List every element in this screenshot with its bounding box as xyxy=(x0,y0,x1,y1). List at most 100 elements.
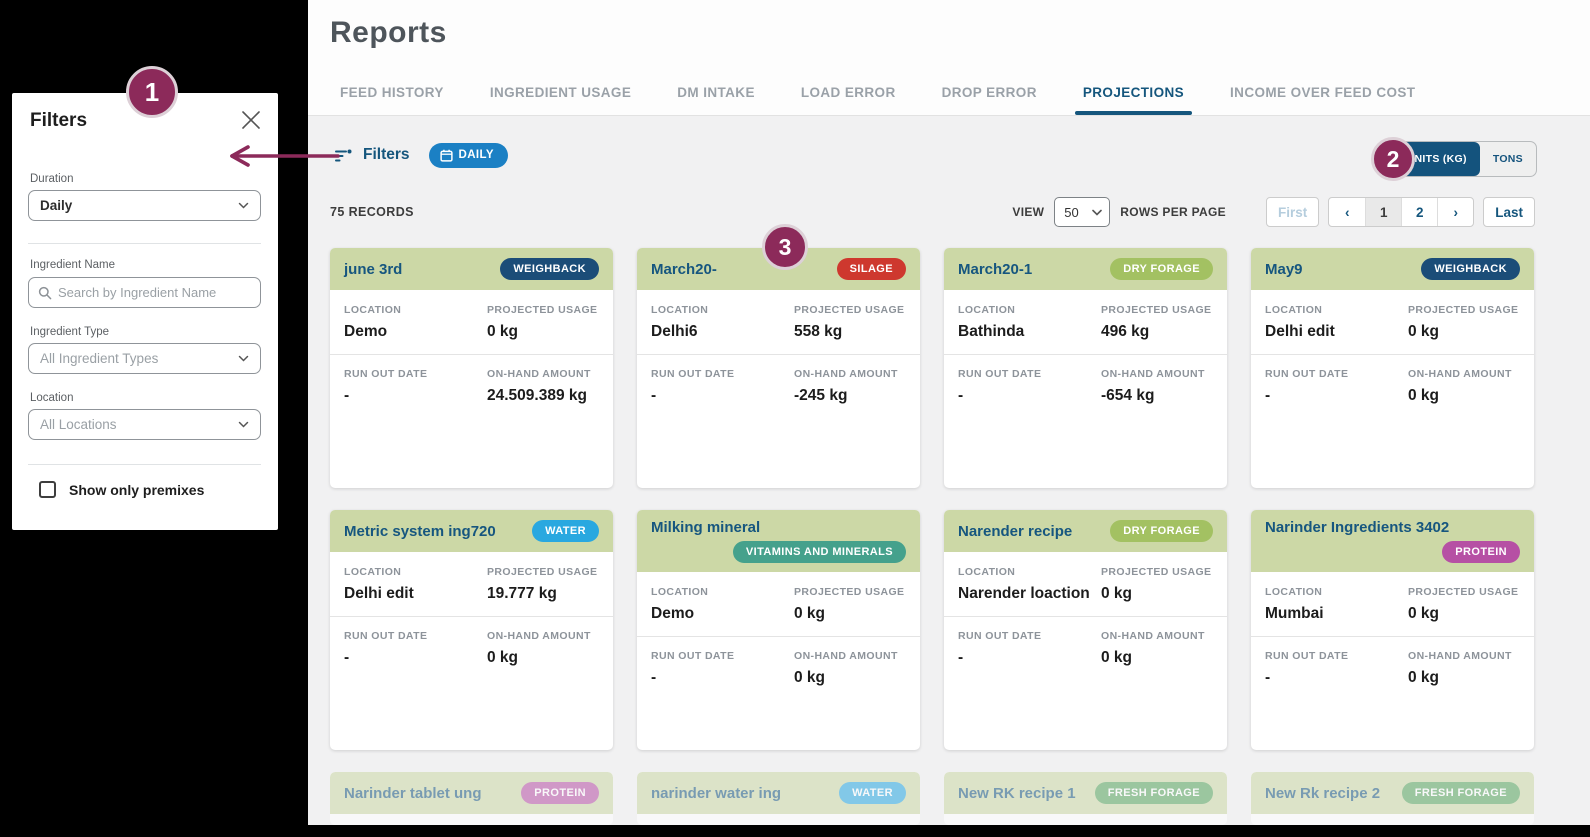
last-page-button[interactable]: Last xyxy=(1483,197,1535,227)
ingredient-card: May9 WEIGHBACK LOCATION Delhi edit PROJE… xyxy=(1251,248,1534,488)
list-controls: VIEW 50 ROWS PER PAGE First ‹ 1 2 › Last xyxy=(1012,197,1535,227)
card-header: Narinder Ingredients 3402 PROTEIN xyxy=(1251,510,1534,572)
divider xyxy=(330,353,613,355)
tab-dm-intake[interactable]: DM INTAKE xyxy=(677,84,755,100)
projected-usage-field-value: 0 kg xyxy=(1408,323,1440,341)
ingredient-card: Milking mineral VITAMINS AND MINERALS LO… xyxy=(637,510,920,750)
page-number-group: ‹ 1 2 › xyxy=(1328,197,1475,227)
divider xyxy=(1251,635,1534,637)
ingredient-type-badge: SILAGE xyxy=(836,258,906,280)
on-hand-amount-field-label: ON-HAND AMOUNT xyxy=(1101,629,1205,642)
page-title: Reports xyxy=(330,16,447,49)
card-bottom-fields: RUN OUT DATE - ON-HAND AMOUNT 0 kg xyxy=(651,649,906,698)
tons-button[interactable]: TONS xyxy=(1492,153,1523,165)
close-icon[interactable] xyxy=(239,108,263,132)
card-header: Metric system ing720 WATER xyxy=(330,510,613,552)
ingredient-card: june 3rd WEIGHBACK LOCATION Demo PROJECT… xyxy=(330,248,613,488)
annotation-arrow-left xyxy=(228,144,340,173)
projected-usage-field-label: PROJECTED USAGE xyxy=(1101,566,1212,578)
location-field: LOCATION Demo xyxy=(651,585,784,624)
records-count: 75 RECORDS xyxy=(330,205,414,219)
projected-usage-field-value: 496 kg xyxy=(1101,323,1150,341)
card-bottom-fields: RUN OUT DATE - ON-HAND AMOUNT 24.509.389… xyxy=(344,367,599,416)
card-title: March20- xyxy=(651,260,717,278)
chevron-down-icon xyxy=(1092,209,1103,216)
on-hand-amount-field-value: 24.509.389 kg xyxy=(487,386,587,404)
run-out-date-field-label: RUN OUT DATE xyxy=(651,649,735,662)
ingredient-name-label: Ingredient Name xyxy=(30,259,116,271)
projected-usage-field-value: 0 kg xyxy=(487,323,519,341)
on-hand-amount-field: ON-HAND AMOUNT -654 kg xyxy=(1101,367,1213,406)
page-1-button[interactable]: 1 xyxy=(1365,198,1402,226)
card-top-fields: LOCATION Delhi edit PROJECTED USAGE 0 kg xyxy=(1265,303,1520,352)
run-out-date-field-label: RUN OUT DATE xyxy=(958,367,1042,380)
tab-projections[interactable]: PROJECTIONS xyxy=(1074,69,1193,115)
tab-load-error[interactable]: LOAD ERROR xyxy=(800,84,896,100)
next-page-button[interactable]: › xyxy=(1437,198,1473,226)
duration-value: Daily xyxy=(40,198,73,213)
on-hand-amount-field: ON-HAND AMOUNT 0 kg xyxy=(487,629,599,668)
page-2-button[interactable]: 2 xyxy=(1401,198,1437,226)
daily-filter-chip[interactable]: DAILY xyxy=(428,142,508,168)
card-top-fields: LOCATION Demo PROJECTED USAGE 0 kg xyxy=(344,303,599,352)
ingredient-type-badge: WEIGHBACK xyxy=(1421,258,1520,280)
on-hand-amount-field-value: -654 kg xyxy=(1101,386,1155,404)
card-bottom-fields: RUN OUT DATE - ON-HAND AMOUNT 0 kg xyxy=(344,629,599,678)
run-out-date-field-label: RUN OUT DATE xyxy=(1265,367,1349,380)
run-out-date-field-value: - xyxy=(1265,386,1271,404)
projection-cards-grid-partial-row: Narinder tablet ung PROTEIN narinder wat… xyxy=(330,772,1534,825)
rows-per-page-select[interactable]: 50 xyxy=(1054,197,1111,227)
card-body: LOCATION Demo PROJECTED USAGE 0 kg RUN O… xyxy=(637,572,920,750)
card-bottom-fields: RUN OUT DATE - ON-HAND AMOUNT 0 kg xyxy=(958,629,1213,678)
search-input[interactable] xyxy=(58,285,251,300)
annotation-step-1-badge: 1 xyxy=(126,66,178,118)
card-top-fields: LOCATION Narender loaction PROJECTED USA… xyxy=(958,565,1213,614)
tab-feed-history[interactable]: FEED HISTORY xyxy=(340,84,444,100)
tab-ingredient-usage[interactable]: INGREDIENT USAGE xyxy=(489,84,632,100)
location-value: All Locations xyxy=(40,417,117,432)
on-hand-amount-field-label: ON-HAND AMOUNT xyxy=(1408,649,1512,662)
show-only-premixes-checkbox[interactable] xyxy=(39,481,56,498)
projected-usage-field-value: 0 kg xyxy=(794,605,826,623)
card-bottom-fields: RUN OUT DATE - ON-HAND AMOUNT -245 kg xyxy=(651,367,906,416)
card-title: March20-1 xyxy=(958,260,1033,278)
ingredient-name-search xyxy=(28,277,261,308)
ingredient-card: Metric system ing720 WATER LOCATION Delh… xyxy=(330,510,613,750)
page-header: Reports FEED HISTORY INGREDIENT USAGE DM… xyxy=(308,0,1590,116)
card-bottom-fields: RUN OUT DATE - ON-HAND AMOUNT 0 kg xyxy=(1265,649,1520,698)
divider xyxy=(28,243,261,244)
on-hand-amount-field-value: -245 kg xyxy=(794,386,848,404)
card-body: LOCATION Demo PROJECTED USAGE 0 kg RUN O… xyxy=(330,290,613,488)
duration-select[interactable]: Daily xyxy=(28,190,261,221)
prev-page-button[interactable]: ‹ xyxy=(1344,204,1350,220)
tab-drop-error[interactable]: DROP ERROR xyxy=(941,84,1037,100)
card-title: Metric system ing720 xyxy=(344,522,496,540)
daily-chip-label: DAILY xyxy=(458,149,494,161)
projected-usage-field-label: PROJECTED USAGE xyxy=(487,304,598,316)
card-title: Milking mineral xyxy=(651,519,761,536)
location-select[interactable]: All Locations xyxy=(28,409,261,440)
filters-toolbar-label[interactable]: Filters xyxy=(363,146,410,163)
on-hand-amount-field-label: ON-HAND AMOUNT xyxy=(487,367,591,380)
card-body: LOCATION Mumbai PROJECTED USAGE 0 kg RUN… xyxy=(1251,572,1534,750)
ingredient-type-badge: FRESH FORAGE xyxy=(1401,782,1520,804)
card-title: New Rk recipe 2 xyxy=(1265,784,1381,802)
divider xyxy=(637,635,920,637)
run-out-date-field: RUN OUT DATE - xyxy=(344,629,477,668)
divider xyxy=(330,615,613,617)
rows-per-page-label: ROWS PER PAGE xyxy=(1120,205,1226,219)
calendar-icon xyxy=(439,149,453,162)
chevron-down-icon xyxy=(238,355,249,362)
show-only-premixes-row: Show only premixes xyxy=(39,481,204,498)
first-page-button[interactable]: First xyxy=(1265,197,1320,227)
ingredient-type-badge: DRY FORAGE xyxy=(1110,520,1213,542)
ingredient-type-badge: WATER xyxy=(532,520,599,542)
projected-usage-field-value: 19.777 kg xyxy=(487,585,557,603)
projected-usage-field-label: PROJECTED USAGE xyxy=(487,566,598,578)
location-field-label: LOCATION xyxy=(1265,586,1323,598)
on-hand-amount-field-value: 0 kg xyxy=(794,668,826,686)
projected-usage-field-value: 0 kg xyxy=(1101,585,1133,603)
tab-income-over-feed-cost[interactable]: INCOME OVER FEED COST xyxy=(1230,84,1416,100)
ingredient-type-select[interactable]: All Ingredient Types xyxy=(28,343,261,374)
run-out-date-field-value: - xyxy=(344,648,350,666)
